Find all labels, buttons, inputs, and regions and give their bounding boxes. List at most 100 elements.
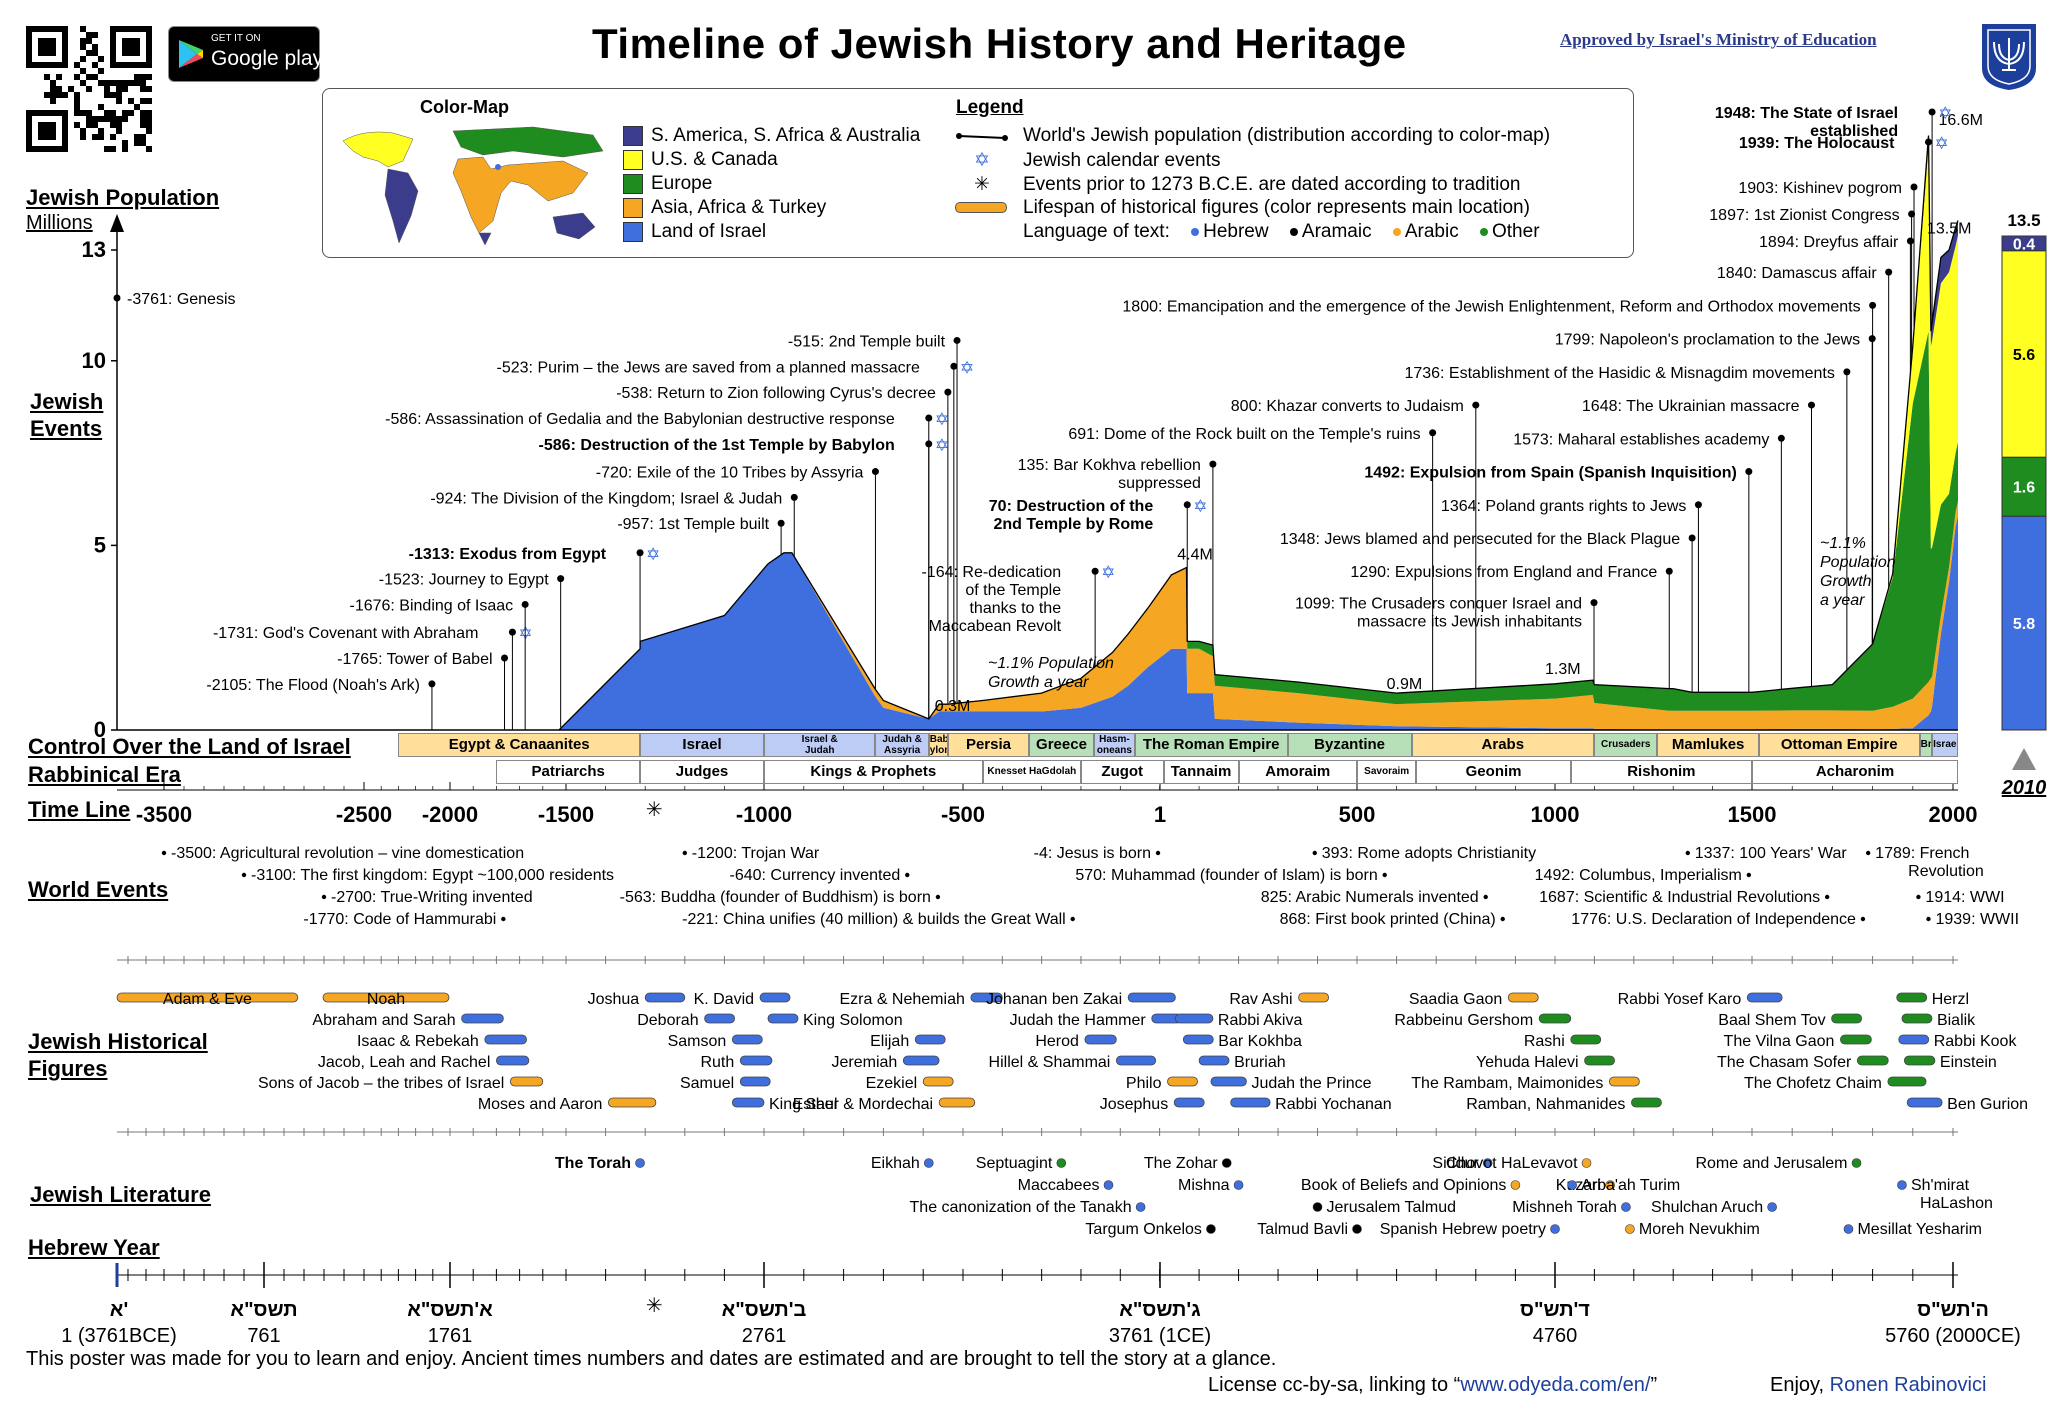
badge-top-text: GET IT ON bbox=[211, 33, 261, 44]
qr-module bbox=[92, 134, 98, 140]
lifespan-bar bbox=[902, 1055, 940, 1066]
event-label: 70: Destruction of the bbox=[989, 498, 1154, 515]
literature-dot bbox=[1233, 1180, 1244, 1190]
world-event-dot bbox=[1500, 916, 1505, 922]
lifespan-bar bbox=[1856, 1055, 1889, 1066]
figure-label: The Chasam Sofer bbox=[1717, 1054, 1852, 1071]
literature-label: Talmud Bavli bbox=[1257, 1221, 1348, 1238]
colormap-item: S. America, S. Africa & Australia bbox=[623, 125, 920, 149]
colormap-label: Asia, Africa & Turkey bbox=[651, 197, 827, 218]
qr-module bbox=[146, 146, 152, 152]
literature-dot bbox=[923, 1158, 934, 1168]
literature-label: Chovot HaLevavot bbox=[1446, 1155, 1578, 1172]
event-dot bbox=[1429, 429, 1437, 437]
literature-dot bbox=[1103, 1180, 1114, 1190]
world-event-dot bbox=[1916, 894, 1921, 900]
event-label: 1492: Expulsion from Spain (Spanish Inqu… bbox=[1364, 465, 1736, 482]
figure-label: Rashi bbox=[1524, 1033, 1565, 1050]
star-of-david-icon: ✡ bbox=[1938, 104, 1952, 123]
colormap-label: Europe bbox=[651, 173, 713, 194]
legend-box: Color-Map S. America, S. Africa & Austra… bbox=[322, 88, 1634, 258]
lifespan-bar bbox=[1084, 1034, 1117, 1045]
event-dot bbox=[1777, 434, 1785, 442]
gregorian-year-label: 5760 (2000CE) bbox=[1885, 1325, 2021, 1347]
qr-module bbox=[86, 50, 92, 56]
control-band-cell: Israel & Judah bbox=[764, 733, 876, 757]
color-swatch bbox=[623, 149, 643, 170]
qr-module bbox=[68, 86, 74, 92]
control-band-cell: Israel bbox=[1932, 733, 1958, 757]
gregorian-year-label: 1761 bbox=[428, 1325, 473, 1347]
world-event-dot bbox=[321, 894, 327, 900]
event-dot bbox=[501, 654, 509, 662]
figure-label: Rabbi Yosef Karo bbox=[1618, 991, 1742, 1008]
lifespan-bar bbox=[970, 992, 1003, 1003]
world-event-label: -563: Buddha (founder of Buddhism) is bo… bbox=[620, 889, 931, 906]
qr-module bbox=[128, 80, 134, 86]
legend-label: Lifespan of historical figures (color re… bbox=[1023, 197, 1530, 218]
qr-module bbox=[146, 98, 152, 104]
qr-module bbox=[122, 116, 128, 122]
event-label: 1903: Kishinev pogrom bbox=[1738, 180, 1902, 197]
license-link[interactable]: www.odyeda.com/en/ bbox=[1460, 1374, 1651, 1396]
bar-2010-value: 1.6 bbox=[2013, 480, 2035, 497]
qr-module bbox=[74, 74, 80, 80]
star-of-david-icon: ✡ bbox=[1101, 563, 1115, 582]
qr-module bbox=[110, 122, 116, 128]
qr-module bbox=[92, 44, 98, 50]
qr-finder-core bbox=[38, 122, 56, 140]
lifespan-bar bbox=[1182, 1034, 1214, 1045]
qr-module bbox=[98, 134, 104, 140]
figures-section-text: Jewish Historical Figures bbox=[28, 1029, 208, 1081]
qr-module bbox=[80, 110, 86, 116]
population-total-line bbox=[558, 135, 1959, 731]
qr-module bbox=[134, 80, 140, 86]
qr-module bbox=[86, 122, 92, 128]
control-band-cell: Arabs bbox=[1411, 733, 1594, 757]
event-label: 691: Dome of the Rock built on the Templ… bbox=[1068, 426, 1420, 443]
event-label: -924: The Division of the Kingdom; Israe… bbox=[430, 490, 782, 507]
lifespan-bar bbox=[1903, 1055, 1936, 1066]
figure-label: Baal Shem Tov bbox=[1718, 1012, 1825, 1029]
population-value-label: 16.6M bbox=[1938, 112, 1982, 129]
rabbinical-band-cell: Tannaim bbox=[1163, 760, 1239, 784]
qr-module bbox=[140, 110, 146, 116]
event-dot bbox=[1688, 534, 1696, 542]
hebrew-year-label: ג'תשס"א bbox=[1119, 1299, 1201, 1321]
growth-note-ancient: Growth a year bbox=[988, 674, 1089, 691]
qr-module bbox=[116, 86, 122, 92]
event-label: 1840: Damascus affair bbox=[1717, 265, 1877, 282]
figure-label: Noah bbox=[367, 991, 405, 1008]
world-event-label: 393: Rome adopts Christianity bbox=[1322, 845, 1536, 862]
literature-dot bbox=[1510, 1180, 1521, 1190]
star-of-david-icon: ✡ bbox=[935, 436, 949, 455]
control-band-cell: Persia bbox=[947, 733, 1030, 757]
event-label: 1099: The Crusaders conquer Israel and bbox=[1295, 596, 1582, 613]
qr-module bbox=[146, 122, 152, 128]
figure-label: Ruth bbox=[700, 1054, 734, 1071]
google-play-badge[interactable]: GET IT ON Google play bbox=[168, 26, 323, 82]
event-label: 2nd Temple by Rome bbox=[994, 516, 1154, 533]
event-dot bbox=[1590, 599, 1598, 607]
qr-module bbox=[80, 134, 86, 140]
aramaic-dot bbox=[1289, 227, 1298, 236]
event-label: 1799: Napoleon's proclamation to the Jew… bbox=[1555, 332, 1860, 349]
event-dot bbox=[871, 468, 879, 476]
control-band-cell: Greece bbox=[1029, 733, 1094, 757]
qr-module bbox=[104, 86, 110, 92]
area-europe bbox=[559, 331, 1958, 730]
figure-label: Moses and Aaron bbox=[478, 1096, 603, 1113]
qr-module bbox=[86, 116, 92, 122]
y-tick-label: 5 bbox=[94, 532, 106, 557]
legend-item: Language of text: Hebrew Aramaic Arabic … bbox=[1023, 221, 1550, 245]
lifespan-bar bbox=[495, 1055, 530, 1066]
figure-label: Herzl bbox=[1932, 991, 1969, 1008]
author-name: Ronen Rabinovici bbox=[1829, 1374, 1987, 1396]
qr-module bbox=[74, 62, 80, 68]
event-label: 1800: Emancipation and the emergence of … bbox=[1122, 298, 1860, 315]
arabic-dot bbox=[1392, 227, 1401, 236]
qr-module bbox=[98, 80, 104, 86]
language-other: Other bbox=[1492, 221, 1540, 242]
control-band-cell: Bab- ylon bbox=[928, 733, 948, 757]
event-dot bbox=[925, 414, 933, 422]
